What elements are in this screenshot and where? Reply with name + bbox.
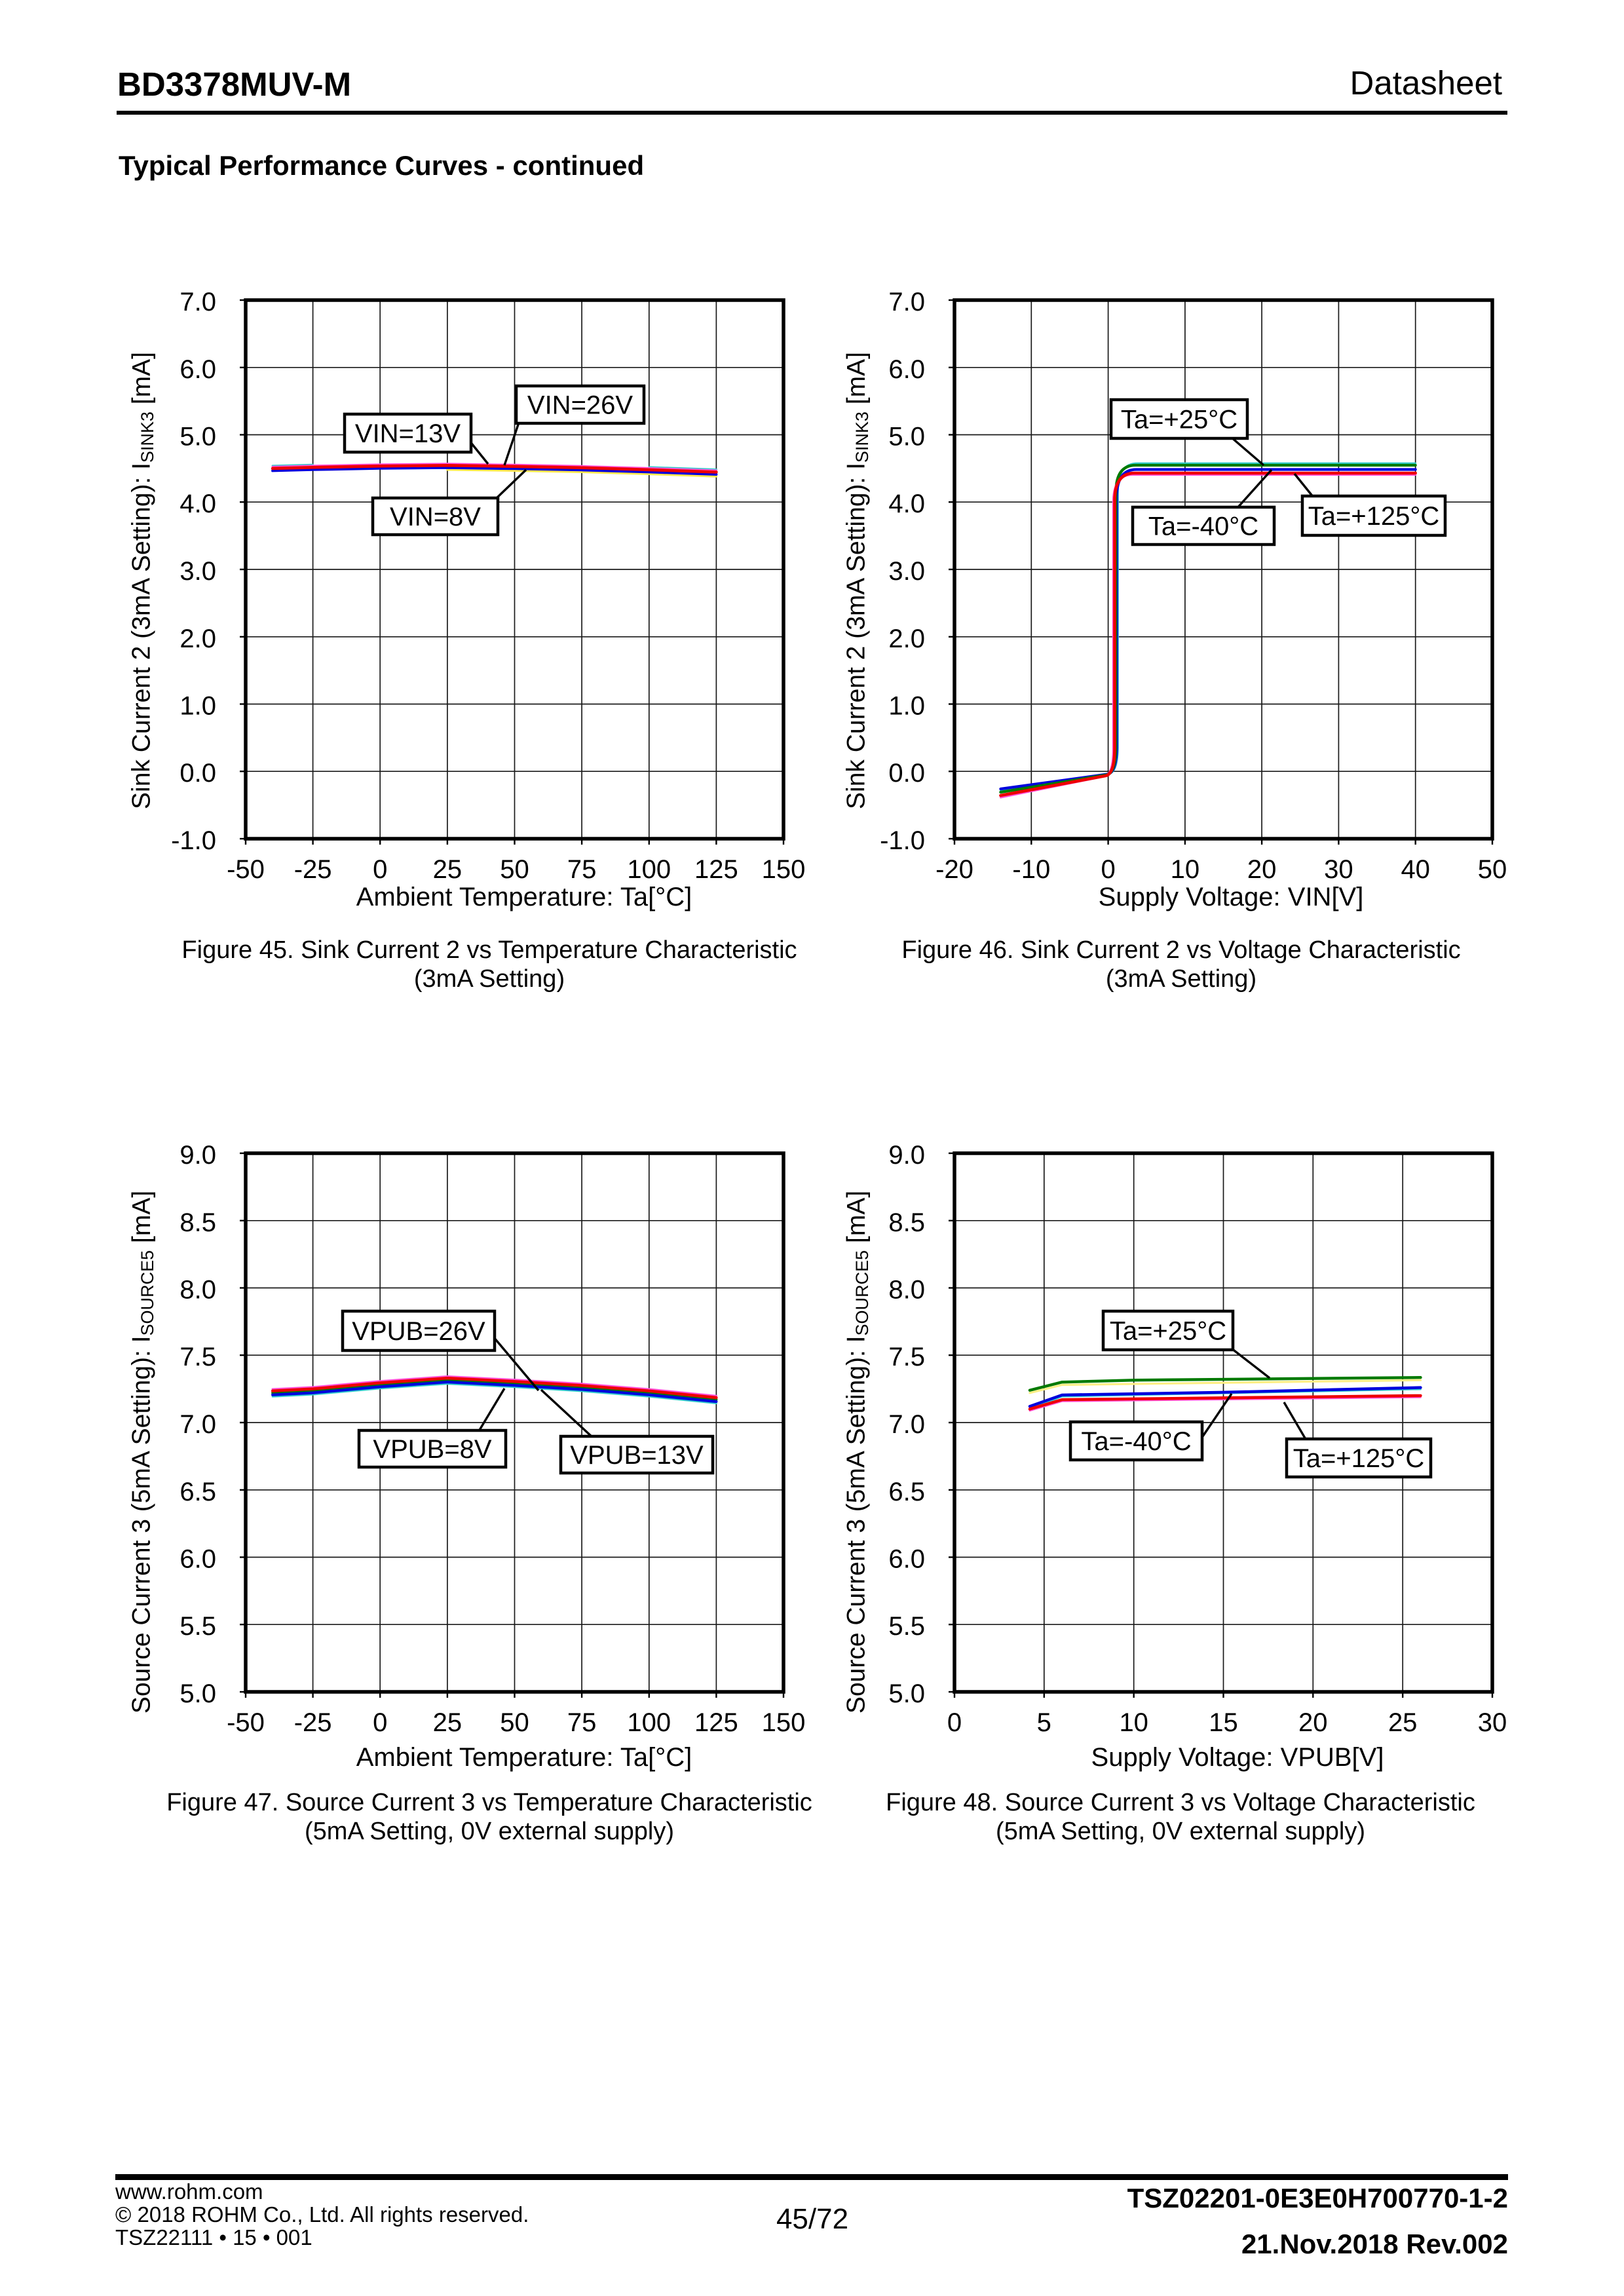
svg-text:Figure 47. Source Current 3 vs: Figure 47. Source Current 3 vs Temperatu…: [166, 1789, 812, 1816]
svg-text:0: 0: [373, 855, 387, 884]
svg-text:Ta=+25°C: Ta=+25°C: [1110, 1317, 1226, 1346]
svg-text:VPUB=26V: VPUB=26V: [352, 1317, 485, 1346]
svg-text:8.5: 8.5: [888, 1208, 925, 1237]
svg-text:100: 100: [627, 1708, 671, 1737]
svg-text:7.0: 7.0: [179, 1410, 216, 1439]
svg-text:150: 150: [762, 1708, 806, 1737]
svg-text:0.0: 0.0: [888, 759, 925, 788]
svg-text:Ambient Temperature: Ta[°C]: Ambient Temperature: Ta[°C]: [356, 1743, 692, 1772]
svg-text:40: 40: [1401, 855, 1430, 884]
svg-text:9.0: 9.0: [888, 1141, 925, 1170]
svg-text:20: 20: [1298, 1708, 1328, 1737]
svg-text:Source Current 3 (5mA Setting): Source Current 3 (5mA Setting): ISOURCE5…: [128, 1191, 158, 1713]
svg-text:0: 0: [373, 1708, 387, 1737]
svg-text:Ta=+125°C: Ta=+125°C: [1293, 1444, 1425, 1473]
svg-text:-25: -25: [294, 1708, 332, 1737]
svg-text:Figure 45. Sink Current 2 vs T: Figure 45. Sink Current 2 vs Temperature…: [181, 936, 797, 964]
svg-text:8.5: 8.5: [179, 1208, 216, 1237]
svg-text:9.0: 9.0: [179, 1141, 216, 1170]
svg-text:30: 30: [1478, 1708, 1507, 1737]
svg-text:0: 0: [947, 1708, 962, 1737]
svg-text:50: 50: [500, 855, 529, 884]
svg-text:Supply Voltage: VIN[V]: Supply Voltage: VIN[V]: [1099, 883, 1364, 911]
svg-text:Ambient Temperature: Ta[°C]: Ambient Temperature: Ta[°C]: [356, 883, 692, 911]
svg-text:7.0: 7.0: [888, 288, 925, 316]
svg-text:75: 75: [567, 1708, 597, 1737]
svg-text:6.0: 6.0: [888, 355, 925, 384]
svg-text:30: 30: [1324, 855, 1353, 884]
svg-text:-10: -10: [1012, 855, 1050, 884]
svg-text:5.0: 5.0: [888, 423, 925, 451]
svg-text:VIN=8V: VIN=8V: [390, 503, 481, 531]
svg-text:-50: -50: [227, 855, 265, 884]
svg-text:Figure 48. Source Current 3 vs: Figure 48. Source Current 3 vs Voltage C…: [886, 1789, 1475, 1816]
svg-text:2.0: 2.0: [179, 624, 216, 653]
svg-text:6.5: 6.5: [888, 1478, 925, 1506]
svg-text:15: 15: [1209, 1708, 1238, 1737]
svg-text:5.5: 5.5: [888, 1612, 925, 1641]
svg-text:(3mA Setting): (3mA Setting): [1106, 965, 1256, 993]
svg-text:2.0: 2.0: [888, 624, 925, 653]
svg-text:Figure 46. Sink Current 2 vs V: Figure 46. Sink Current 2 vs Voltage Cha…: [901, 936, 1460, 964]
svg-text:8.0: 8.0: [179, 1276, 216, 1305]
svg-text:Sink Current 2 (3mA Setting):: Sink Current 2 (3mA Setting): ISINK3 [mA…: [842, 352, 873, 809]
svg-text:20: 20: [1247, 855, 1277, 884]
svg-text:Source Current 3 (5mA Setting): Source Current 3 (5mA Setting): ISOURCE5…: [842, 1191, 873, 1713]
svg-text:0.0: 0.0: [179, 759, 216, 788]
svg-text:4.0: 4.0: [179, 489, 216, 518]
svg-text:6.0: 6.0: [179, 355, 216, 384]
svg-text:Supply Voltage: VPUB[V]: Supply Voltage: VPUB[V]: [1091, 1743, 1384, 1772]
svg-text:VIN=26V: VIN=26V: [527, 391, 633, 420]
svg-text:6.5: 6.5: [179, 1478, 216, 1506]
svg-text:100: 100: [627, 855, 671, 884]
svg-text:Sink Current 2 (3mA Setting):: Sink Current 2 (3mA Setting): ISINK3 [mA…: [128, 352, 158, 809]
svg-text:Ta=-40°C: Ta=-40°C: [1148, 512, 1258, 541]
svg-text:5.0: 5.0: [888, 1679, 925, 1708]
svg-text:10: 10: [1171, 855, 1200, 884]
svg-text:5.0: 5.0: [179, 423, 216, 451]
svg-text:25: 25: [433, 855, 463, 884]
svg-text:3.0: 3.0: [888, 557, 925, 586]
svg-text:4.0: 4.0: [888, 489, 925, 518]
svg-text:6.0: 6.0: [888, 1545, 925, 1574]
svg-text:125: 125: [694, 1708, 738, 1737]
svg-text:125: 125: [694, 855, 738, 884]
svg-text:VPUB=13V: VPUB=13V: [570, 1441, 704, 1470]
svg-text:7.0: 7.0: [179, 288, 216, 316]
svg-text:(3mA Setting): (3mA Setting): [414, 965, 565, 993]
svg-text:5.0: 5.0: [179, 1679, 216, 1708]
svg-text:25: 25: [433, 1708, 463, 1737]
svg-text:Ta=-40°C: Ta=-40°C: [1081, 1427, 1191, 1456]
svg-text:1.0: 1.0: [179, 692, 216, 721]
svg-text:5.5: 5.5: [179, 1612, 216, 1641]
svg-text:7.5: 7.5: [179, 1343, 216, 1371]
svg-text:-1.0: -1.0: [171, 826, 216, 855]
svg-text:VPUB=8V: VPUB=8V: [373, 1435, 492, 1464]
svg-text:50: 50: [1478, 855, 1507, 884]
svg-text:-20: -20: [935, 855, 973, 884]
svg-text:7.5: 7.5: [888, 1343, 925, 1371]
svg-text:5: 5: [1037, 1708, 1051, 1737]
svg-text:VIN=13V: VIN=13V: [355, 419, 461, 448]
svg-text:7.0: 7.0: [888, 1410, 925, 1439]
svg-text:10: 10: [1119, 1708, 1148, 1737]
svg-text:(5mA Setting, 0V external supp: (5mA Setting, 0V external supply): [996, 1818, 1365, 1845]
svg-text:Ta=+25°C: Ta=+25°C: [1121, 406, 1237, 434]
svg-text:75: 75: [567, 855, 597, 884]
svg-text:150: 150: [762, 855, 806, 884]
svg-text:1.0: 1.0: [888, 692, 925, 721]
svg-text:0: 0: [1101, 855, 1115, 884]
svg-text:Ta=+125°C: Ta=+125°C: [1308, 502, 1440, 531]
svg-text:50: 50: [500, 1708, 529, 1737]
svg-text:-1.0: -1.0: [880, 826, 925, 855]
svg-text:8.0: 8.0: [888, 1276, 925, 1305]
svg-text:(5mA Setting, 0V external supp: (5mA Setting, 0V external supply): [305, 1818, 674, 1845]
svg-text:6.0: 6.0: [179, 1545, 216, 1574]
svg-text:-50: -50: [227, 1708, 265, 1737]
svg-text:3.0: 3.0: [179, 557, 216, 586]
svg-text:-25: -25: [294, 855, 332, 884]
svg-text:25: 25: [1388, 1708, 1418, 1737]
